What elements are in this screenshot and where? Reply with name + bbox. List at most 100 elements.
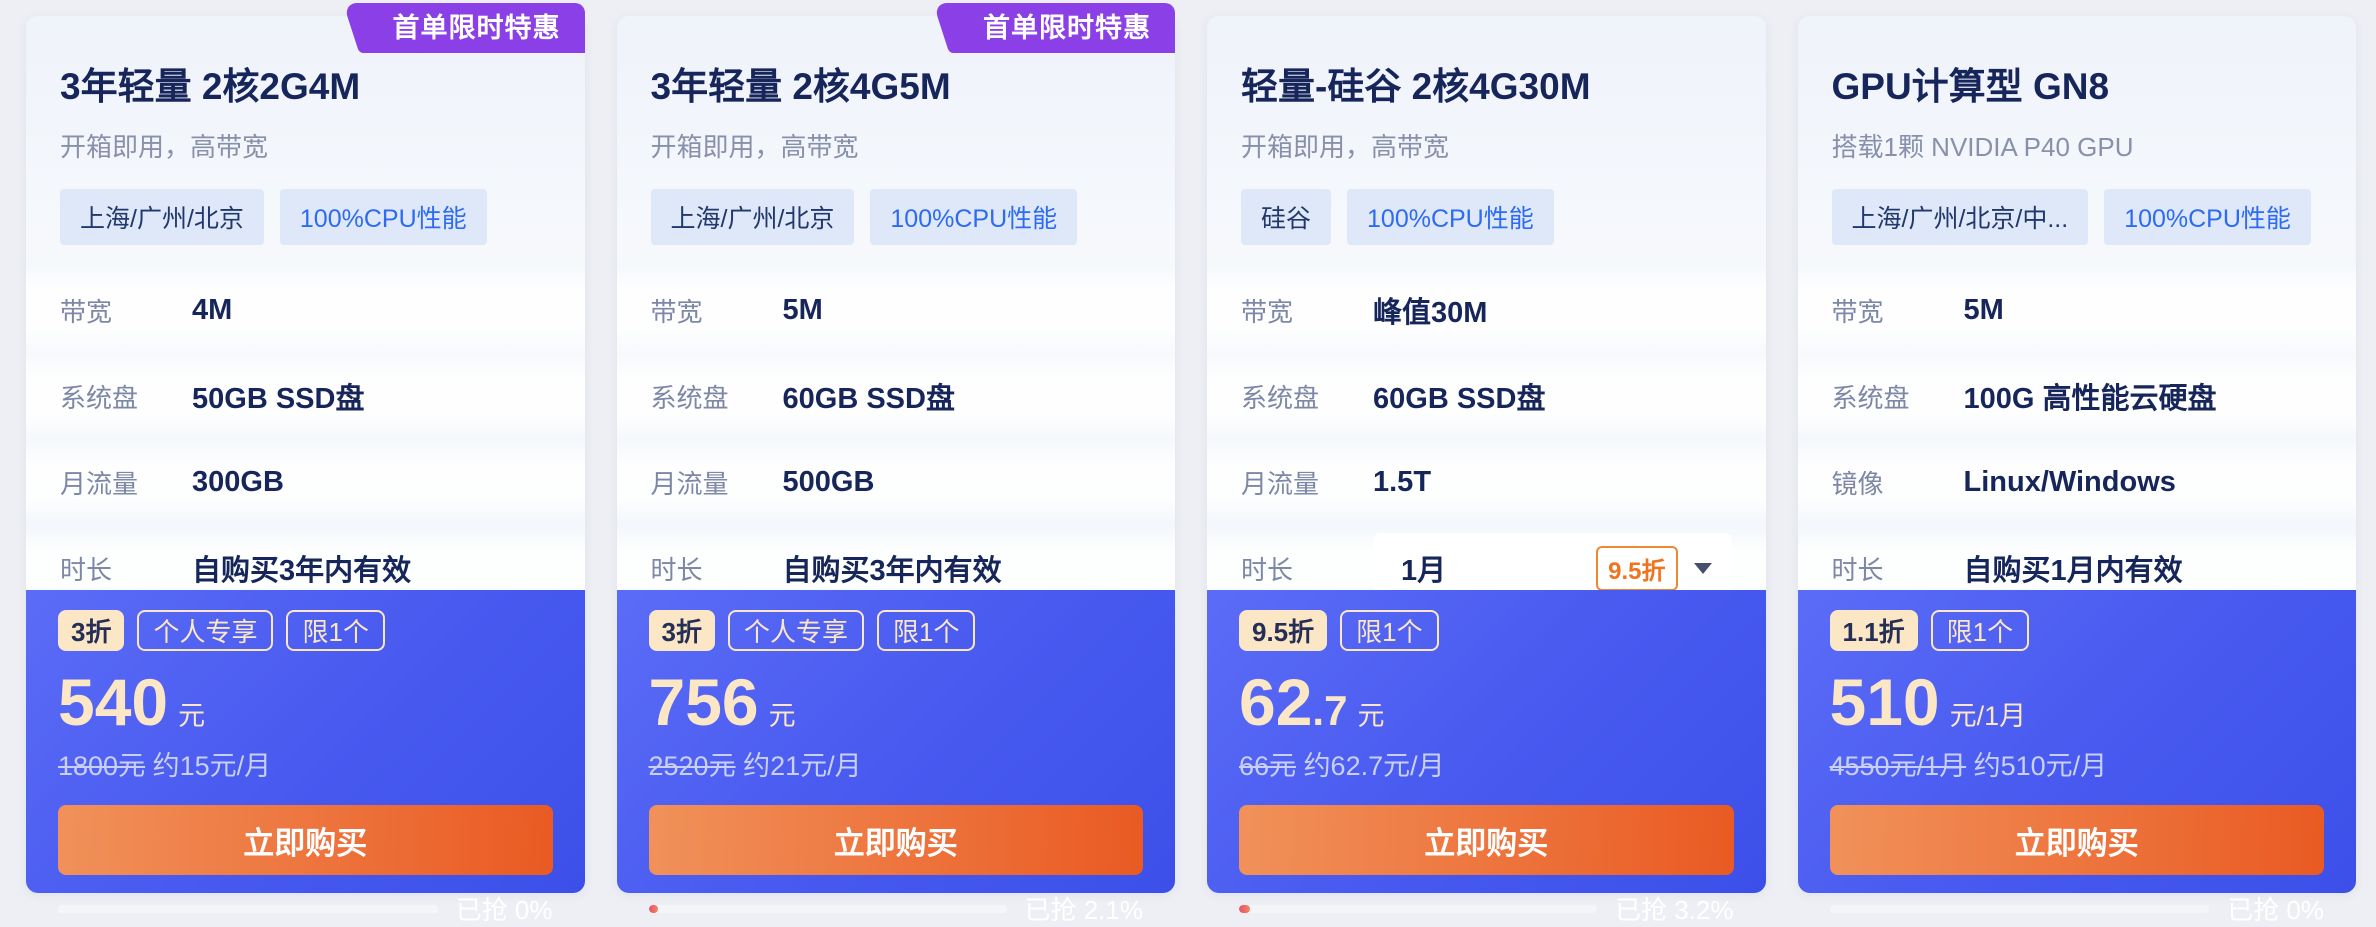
spec-row: 带宽 5M	[616, 267, 1175, 353]
sold-progress: 已抢 2.1%	[648, 890, 1144, 927]
sold-percent-label: 已抢 0%	[2227, 895, 2324, 925]
spec-value: 1.5T	[1373, 465, 1432, 498]
progress-track	[1239, 904, 1597, 913]
limit-badge: 个人专享	[727, 610, 864, 651]
spec-row: 月流量 1.5T	[1207, 439, 1766, 525]
spec-value: 自购买3年内有效	[192, 555, 412, 587]
tag-row: 硅谷 100%CPU性能	[1241, 189, 1732, 245]
spec-label: 系统盘	[650, 382, 729, 413]
spec-value: 500GB	[782, 465, 875, 498]
progress-track	[1829, 904, 2210, 913]
plan-info-panel: 3年轻量 2核4G5M 开箱即用，高带宽 上海/广州/北京 100%CPU性能 …	[616, 16, 1175, 611]
discount-badge: 3折	[58, 610, 125, 651]
progress-fill	[1239, 904, 1251, 913]
original-price-line: 1800元 约15元/月	[58, 744, 553, 783]
sold-progress: 已抢 0%	[1829, 890, 2324, 927]
limit-badge: 限1个	[1340, 610, 1439, 651]
approx-monthly-price: 约15元/月	[152, 751, 272, 781]
sold-progress: 已抢 3.2%	[1239, 890, 1734, 927]
limit-badge: 限1个	[876, 610, 976, 651]
tag-row: 上海/广州/北京 100%CPU性能	[650, 189, 1142, 245]
approx-monthly-price: 约510元/月	[1973, 751, 2108, 781]
plan-card: 首单限时特惠 3年轻量 2核2G4M 开箱即用，高带宽 上海/广州/北京 100…	[26, 3, 585, 925]
original-price: 4550元/1月	[1829, 751, 1967, 781]
plan-title: 3年轻量 2核2G4M	[60, 66, 361, 107]
approx-monthly-price: 约21元/月	[743, 751, 862, 781]
spec-label: 系统盘	[1831, 382, 1910, 413]
plan-price-panel: 3折 个人专享 限1个 540 元 1800元 约15元/月 立即购买 已抢 0%	[26, 590, 585, 925]
plan-title: 3年轻量 2核4G5M	[650, 66, 951, 107]
limit-badge: 限1个	[1930, 610, 2030, 651]
deal-badge-row: 1.1折 限1个	[1829, 610, 2325, 651]
tag-row: 上海/广州/北京 100%CPU性能	[60, 189, 551, 245]
price-integer: 540	[58, 665, 169, 739]
duration-discount-badge: 9.5折	[1596, 545, 1678, 591]
spec-row: 镜像 Linux/Windows	[1797, 439, 2356, 525]
cpu-performance-tag: 100%CPU性能	[2104, 189, 2311, 245]
limit-badge: 个人专享	[137, 610, 274, 651]
original-price: 1800元	[58, 751, 146, 781]
first-order-ribbon: 首单限时特惠	[933, 3, 1175, 53]
plan-info-panel: GPU计算型 GN8 搭载1颗 NVIDIA P40 GPU 上海/广州/北京/…	[1797, 16, 2356, 611]
spec-label: 带宽	[650, 296, 703, 327]
buy-now-button[interactable]: 立即购买	[648, 805, 1143, 875]
spec-row: 月流量 300GB	[26, 439, 585, 525]
price-integer: 510	[1829, 665, 1940, 739]
deal-badge-row: 3折 个人专享 限1个	[648, 610, 1144, 651]
spec-value: 自购买3年内有效	[782, 555, 1002, 587]
tag-row: 上海/广州/北京/中... 100%CPU性能	[1831, 189, 2323, 245]
spec-label: 系统盘	[1241, 382, 1320, 413]
price: 756 元	[649, 669, 1144, 737]
discount-badge: 9.5折	[1239, 610, 1328, 651]
spec-label: 时长	[1831, 554, 1884, 585]
price-integer: 756	[648, 665, 759, 739]
price-unit: 元/1月	[1949, 701, 2027, 731]
plan-subtitle: 开箱即用，高带宽	[1241, 132, 1450, 162]
original-price: 2520元	[648, 751, 736, 781]
spec-list: 带宽 5M 系统盘 100G 高性能云硬盘镜像 Linux/Windows 时长 自购买1月…	[1797, 267, 2356, 611]
ribbon-label: 首单限时特惠	[983, 13, 1151, 43]
spec-value: Linux/Windows	[1963, 465, 2176, 498]
plan-card: 首单限时特惠 3年轻量 2核4G5M 开箱即用，高带宽 上海/广州/北京 100…	[616, 3, 1175, 925]
spec-row: 带宽 4M	[26, 267, 585, 353]
duration-value: 1月	[1401, 555, 1447, 587]
spec-label: 系统盘	[60, 382, 139, 413]
buy-now-button[interactable]: 立即购买	[1829, 805, 2324, 875]
sold-percent-label: 已抢 3.2%	[1615, 895, 1734, 925]
spec-list: 带宽 5M 系统盘 60GB SSD盘 月流量 500GB 时长 自购买3年内有效	[616, 267, 1175, 611]
spec-list: 带宽 峰值30M 系统盘 60GB SSD盘 月流量 1.5T 时长 1月 9.5折	[1207, 267, 1766, 611]
spec-value: 5M	[782, 293, 823, 326]
plan-title: 轻量-硅谷 2核4G30M	[1241, 66, 1591, 107]
buy-now-button[interactable]: 立即购买	[58, 805, 553, 875]
chevron-down-icon	[1693, 562, 1712, 574]
spec-value: 100G 高性能云硬盘	[1963, 383, 2217, 415]
original-price-line: 66元 约62.7元/月	[1239, 744, 1734, 783]
buy-now-button[interactable]: 立即购买	[1239, 805, 1734, 875]
sold-percent-label: 已抢 2.1%	[1024, 895, 1144, 925]
spec-label: 带宽	[1831, 296, 1884, 327]
cpu-performance-tag: 100%CPU性能	[870, 189, 1078, 245]
spec-row: 系统盘 60GB SSD盘	[616, 353, 1175, 439]
ribbon-label: 首单限时特惠	[392, 13, 561, 43]
original-price: 66元	[1239, 751, 1297, 781]
spec-label: 月流量	[650, 468, 729, 499]
discount-badge: 3折	[648, 610, 715, 651]
deal-badge-row: 9.5折 限1个	[1239, 610, 1734, 651]
original-price-line: 4550元/1月 约510元/月	[1830, 744, 2325, 783]
spec-label: 月流量	[60, 468, 139, 499]
plan-subtitle: 开箱即用，高带宽	[650, 132, 859, 162]
plan-price-panel: 1.1折 限1个 510 元/1月 4550元/1月 约510元/月 立即购买 已…	[1797, 590, 2356, 925]
spec-value: 5M	[1963, 293, 2004, 326]
progress-fill	[648, 904, 658, 913]
spec-row: 系统盘 50GB SSD盘	[26, 353, 585, 439]
price-unit: 元	[768, 701, 796, 731]
price-integer: 62	[1239, 665, 1313, 739]
price-decimal: .7	[1312, 687, 1348, 734]
plan-subtitle: 开箱即用，高带宽	[60, 132, 269, 162]
plan-title: GPU计算型 GN8	[1831, 66, 2110, 107]
spec-value: 50GB SSD盘	[192, 383, 365, 415]
spec-value: 自购买1月内有效	[1963, 555, 2183, 587]
spec-list: 带宽 4M 系统盘 50GB SSD盘 月流量 300GB 时长 自购买3年内有效	[26, 267, 585, 611]
spec-row: 系统盘 60GB SSD盘	[1207, 353, 1766, 439]
spec-label: 时长	[1241, 554, 1294, 585]
